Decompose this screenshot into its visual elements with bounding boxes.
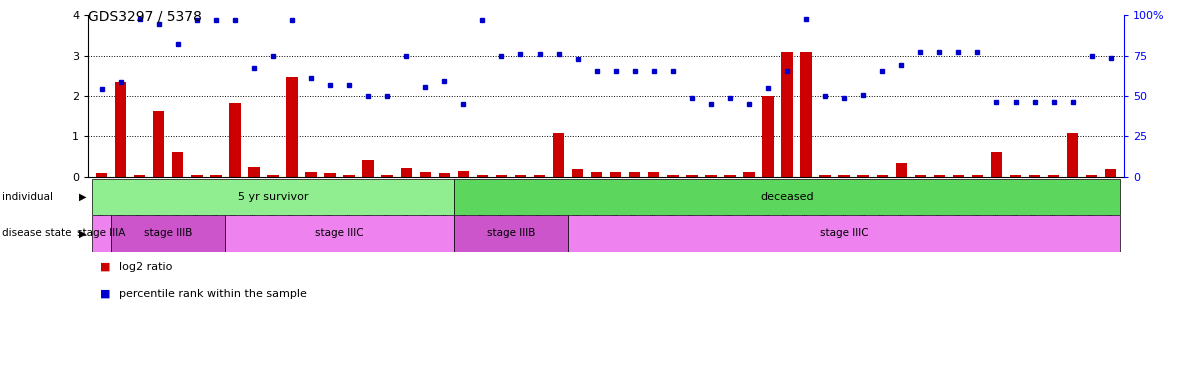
- Bar: [1029, 175, 1040, 177]
- Bar: [115, 82, 126, 177]
- Bar: [477, 175, 488, 177]
- Bar: [211, 175, 221, 177]
- Text: stage IIIB: stage IIIB: [487, 228, 536, 238]
- Bar: [1010, 175, 1022, 177]
- Bar: [419, 172, 431, 177]
- Bar: [896, 162, 907, 177]
- Bar: [858, 175, 869, 177]
- Bar: [496, 175, 507, 177]
- Bar: [134, 175, 146, 177]
- Text: log2 ratio: log2 ratio: [119, 262, 172, 272]
- Bar: [724, 175, 736, 177]
- Bar: [667, 175, 678, 177]
- Text: stage IIIA: stage IIIA: [78, 228, 126, 238]
- Text: ■: ■: [100, 262, 111, 272]
- Text: individual: individual: [2, 192, 53, 202]
- Bar: [686, 175, 698, 177]
- Text: disease state: disease state: [2, 228, 72, 238]
- Bar: [344, 175, 354, 177]
- Bar: [649, 172, 659, 177]
- Bar: [568, 215, 1121, 252]
- Bar: [553, 133, 564, 177]
- Bar: [1105, 169, 1117, 177]
- Text: deceased: deceased: [760, 192, 813, 202]
- Bar: [248, 167, 260, 177]
- Bar: [877, 175, 887, 177]
- Text: ▶: ▶: [79, 228, 86, 238]
- Bar: [305, 172, 317, 177]
- Bar: [325, 174, 335, 177]
- Bar: [191, 175, 202, 177]
- Bar: [454, 215, 568, 252]
- Text: GDS3297 / 5378: GDS3297 / 5378: [88, 10, 202, 23]
- Bar: [763, 96, 773, 177]
- Bar: [991, 152, 1002, 177]
- Bar: [514, 175, 526, 177]
- Bar: [363, 160, 374, 177]
- Bar: [952, 175, 964, 177]
- Text: 5 yr survivor: 5 yr survivor: [238, 192, 308, 202]
- Bar: [1066, 133, 1078, 177]
- Bar: [591, 172, 603, 177]
- Bar: [458, 170, 470, 177]
- Bar: [381, 175, 393, 177]
- Bar: [1048, 175, 1059, 177]
- Bar: [572, 169, 584, 177]
- Text: ■: ■: [100, 289, 111, 299]
- Bar: [933, 175, 945, 177]
- Bar: [267, 175, 279, 177]
- Bar: [111, 215, 225, 252]
- Bar: [800, 53, 812, 177]
- Bar: [1086, 175, 1097, 177]
- Bar: [629, 172, 640, 177]
- Text: ▶: ▶: [79, 192, 86, 202]
- Text: stage IIIC: stage IIIC: [820, 228, 869, 238]
- Bar: [972, 175, 983, 177]
- Bar: [454, 179, 1121, 215]
- Bar: [439, 174, 450, 177]
- Bar: [92, 179, 454, 215]
- Bar: [534, 175, 545, 177]
- Bar: [286, 77, 298, 177]
- Bar: [915, 175, 926, 177]
- Bar: [782, 53, 793, 177]
- Bar: [819, 175, 831, 177]
- Bar: [172, 152, 184, 177]
- Text: stage IIIC: stage IIIC: [315, 228, 364, 238]
- Text: percentile rank within the sample: percentile rank within the sample: [119, 289, 307, 299]
- Bar: [153, 111, 165, 177]
- Bar: [743, 172, 754, 177]
- Bar: [705, 175, 717, 177]
- Bar: [92, 215, 111, 252]
- Bar: [230, 103, 240, 177]
- Bar: [610, 172, 621, 177]
- Bar: [400, 168, 412, 177]
- Bar: [225, 215, 454, 252]
- Text: stage IIIB: stage IIIB: [144, 228, 192, 238]
- Bar: [95, 174, 107, 177]
- Bar: [838, 175, 850, 177]
